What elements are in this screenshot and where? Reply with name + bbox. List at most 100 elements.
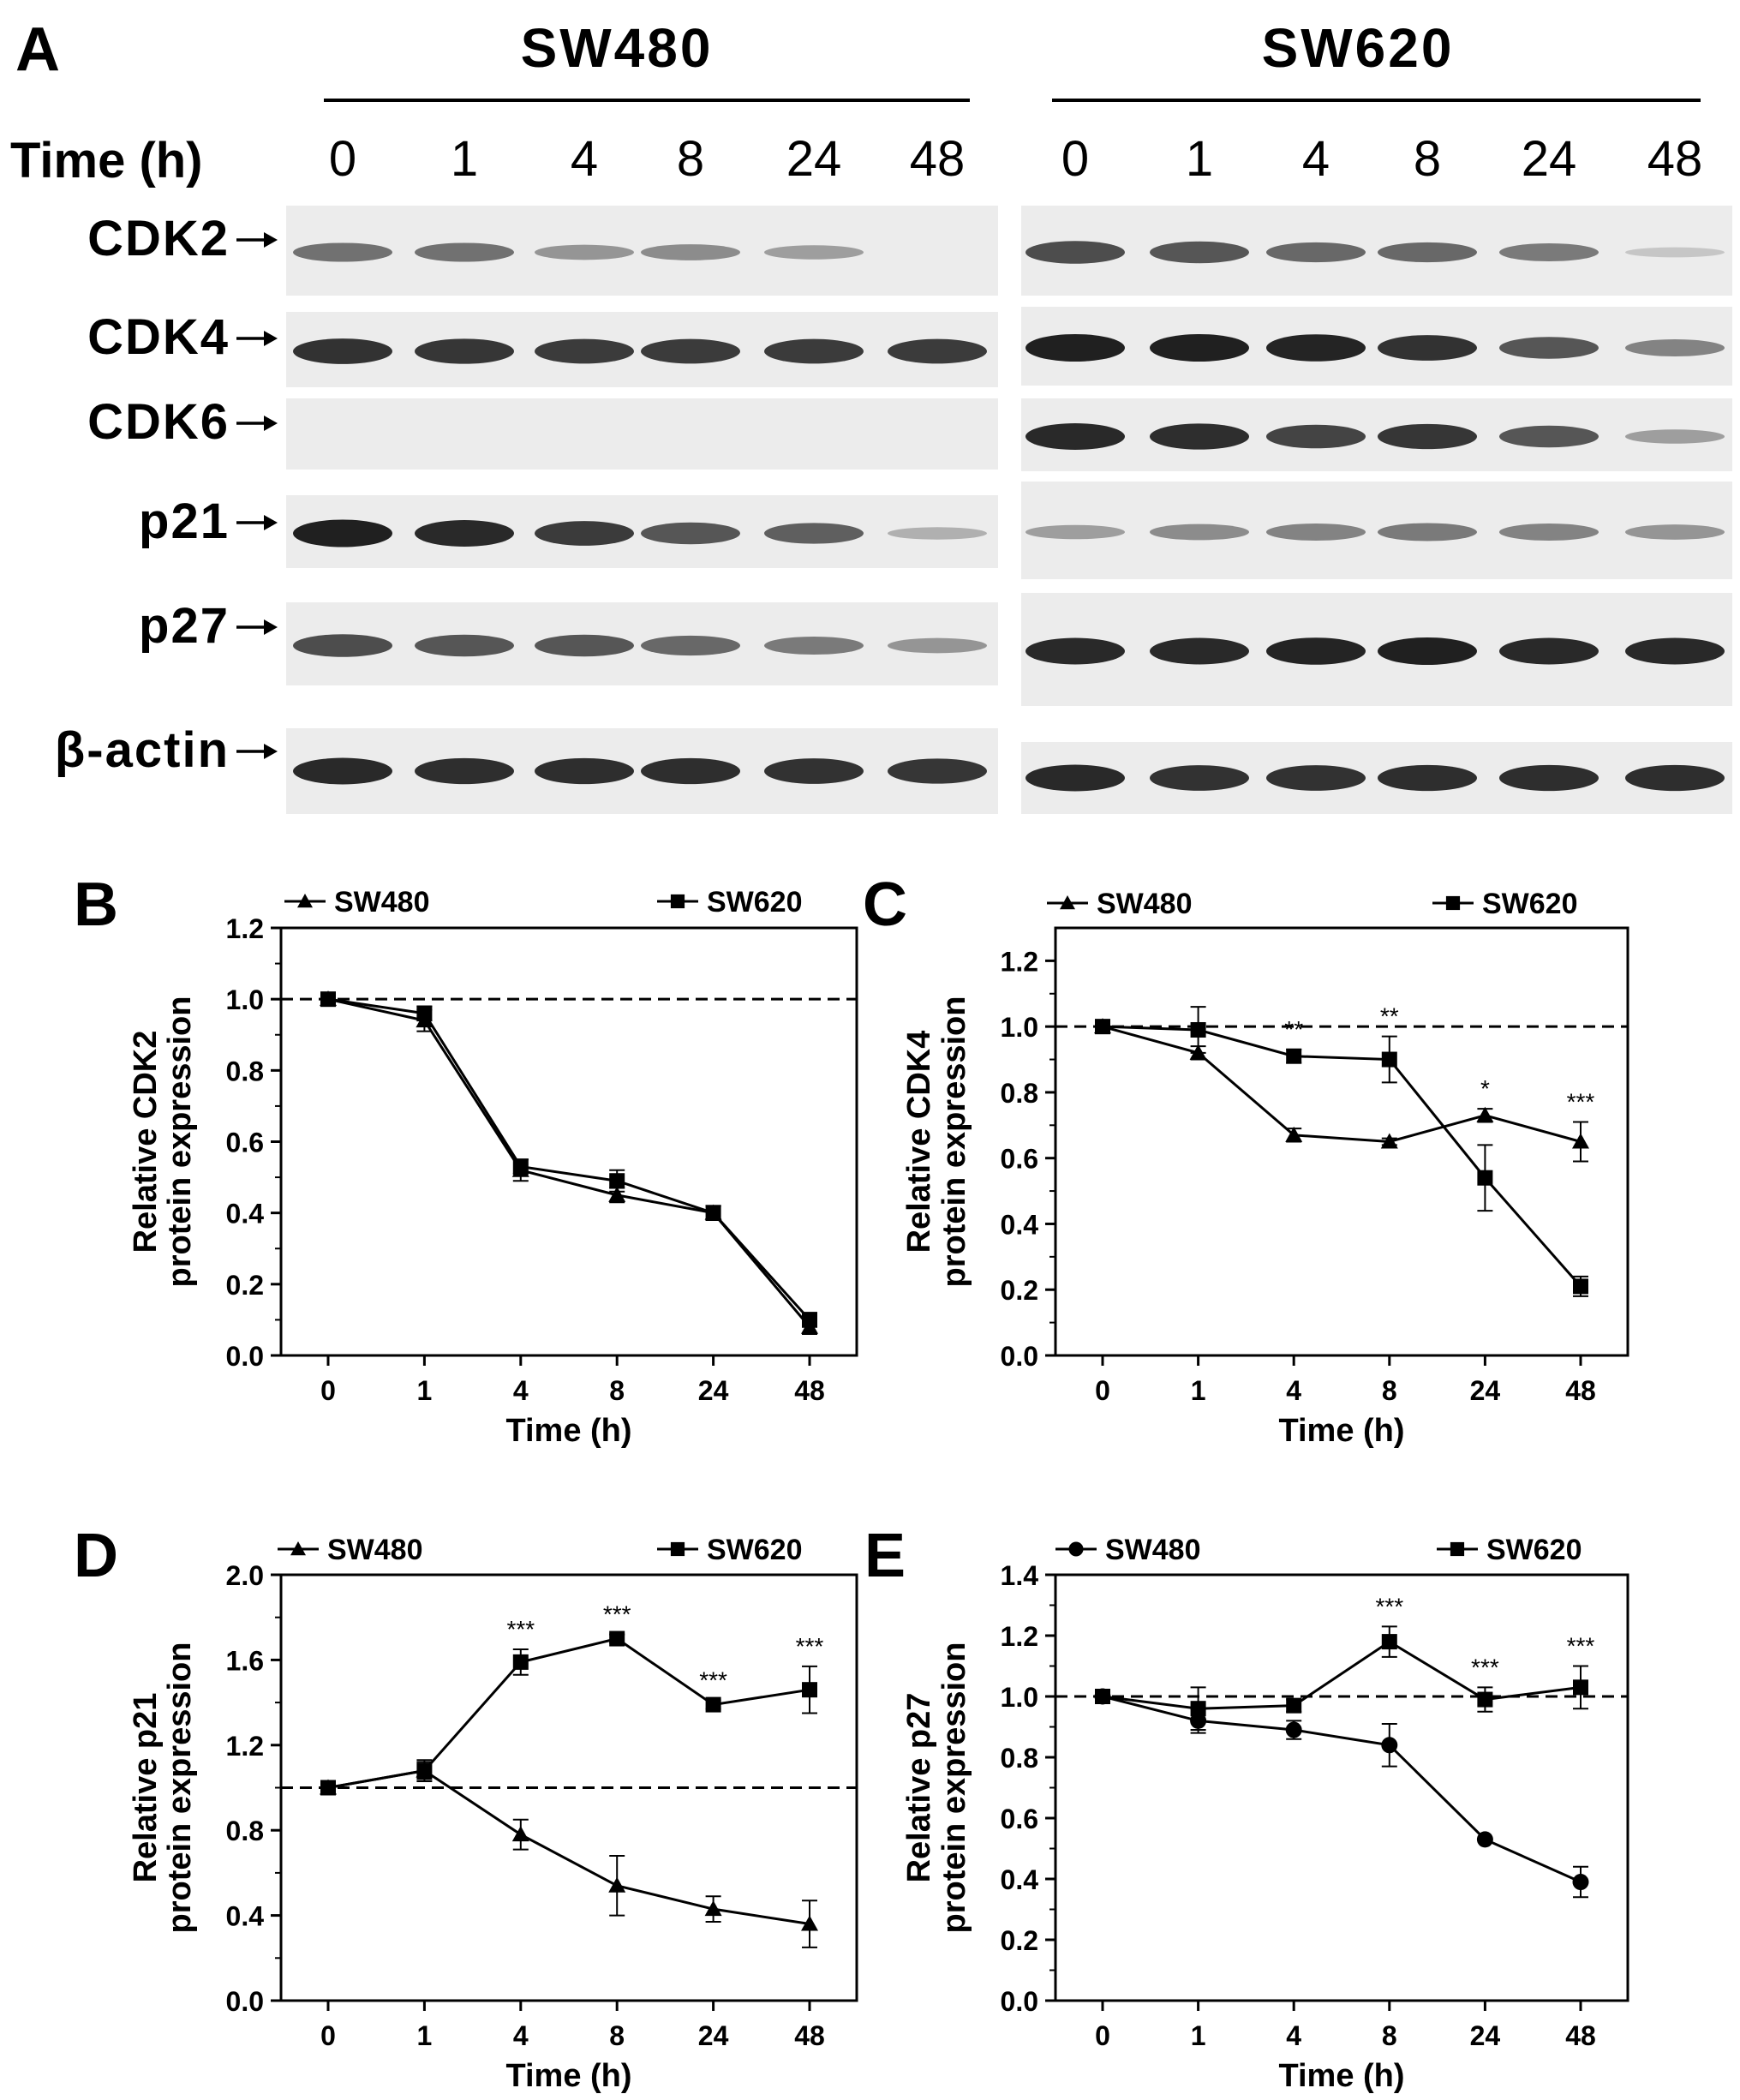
square-marker [609,1173,625,1189]
square-marker [1190,1021,1206,1038]
protein-arrow-head [264,331,278,346]
significance-label: *** [1471,1654,1499,1680]
y-tick-label: 0.4 [226,1199,265,1229]
significance-label: *** [796,1633,824,1660]
circle-marker [1068,1541,1084,1557]
series-line [327,997,811,1328]
protein-arrow-head [264,416,278,431]
western-band [415,634,514,657]
square-marker [670,894,685,909]
x-tick-label: 0 [1095,1375,1110,1406]
series-line [1102,1025,1582,1144]
western-band [535,521,634,546]
blot-strip [1021,398,1732,471]
y-tick-label: 1.2 [226,1731,264,1762]
timepoint-label: 0 [1061,131,1089,187]
x-tick-label: 24 [698,1375,729,1406]
western-band [1266,765,1366,791]
western-band [1378,523,1477,541]
cell-line-title: SW480 [521,17,714,79]
western-band [1266,334,1366,362]
circle-marker [1381,1737,1398,1754]
y-axis-label: Relative CDK4 [901,1031,937,1253]
western-band [1150,524,1249,541]
western-band [1625,524,1725,540]
square-marker [1286,1048,1302,1064]
western-band [1378,637,1477,665]
western-band [1378,335,1477,361]
western-band [1266,637,1366,665]
y-tick-label: 1.0 [1001,1012,1038,1043]
x-tick-label: 1 [1191,2020,1206,2051]
square-marker [1286,1697,1302,1714]
series-sw620 [320,1630,817,1796]
y-tick-label: 1.6 [226,1645,264,1676]
western-band [1150,334,1249,362]
y-axis-label: protein expression [936,996,972,1288]
western-band [764,338,864,364]
timepoint-label: 48 [910,131,966,187]
x-tick-label: 4 [1286,2020,1301,2051]
x-axis-label: Time (h) [505,2058,631,2094]
x-tick-label: 24 [1470,2020,1501,2051]
western-band [641,635,740,656]
western-band [1625,637,1725,665]
circle-marker [1285,1721,1302,1738]
blot-strip [1021,206,1732,296]
series-sw480 [1094,1018,1589,1163]
series-line [1102,1695,1582,1883]
timepoint-label: 4 [1302,131,1330,187]
significance-label: *** [506,1616,535,1642]
timepoint-label: 1 [1186,131,1213,187]
triangle-marker [1285,1126,1303,1142]
western-band [293,519,392,547]
y-tick-label: 0.0 [1001,1341,1038,1372]
y-tick-label: 0.8 [226,1056,264,1086]
western-band [415,338,514,364]
western-band [764,245,864,260]
x-tick-label: 0 [1095,2020,1110,2051]
legend-label: SW620 [707,1534,803,1566]
western-band [888,758,987,784]
y-tick-label: 1.4 [1001,1560,1039,1591]
series-sw620 [1095,1006,1588,1297]
x-tick-label: 24 [1470,1375,1501,1406]
plot-frame [1054,1573,1629,2002]
x-tick-label: 48 [1565,1375,1596,1406]
significance-label: *** [1375,1593,1403,1619]
square-marker [1190,1701,1206,1717]
blot-strip [286,398,998,470]
western-band [1499,243,1599,261]
western-band [415,520,514,547]
y-axis-label: protein expression [162,1642,198,1934]
western-band [888,637,987,654]
x-tick-label: 48 [794,1375,825,1406]
series-line [1102,1640,1582,1710]
western-band [641,244,740,260]
western-band [293,757,392,785]
protein-label: CDK2 [87,211,230,266]
blot-strip [1021,593,1732,706]
legend-label: SW480 [327,1534,423,1566]
y-tick-label: 0.4 [1001,1864,1039,1895]
x-tick-label: 1 [1191,1375,1206,1406]
cell-line-title: SW620 [1262,17,1455,79]
western-band [1266,524,1366,541]
significance-label: *** [1567,1088,1595,1115]
square-marker [512,1654,529,1670]
series-sw480 [320,1761,818,1948]
western-band [1378,423,1477,450]
square-marker [1381,1051,1397,1068]
western-band [1150,241,1249,264]
western-band [293,338,392,364]
circle-marker [1476,1831,1493,1848]
series-sw480 [320,990,818,1336]
western-band [764,758,864,784]
triangle-marker [608,1186,626,1202]
western-band [764,637,864,655]
timepoint-label: 0 [329,131,356,187]
square-marker [1573,1679,1588,1696]
